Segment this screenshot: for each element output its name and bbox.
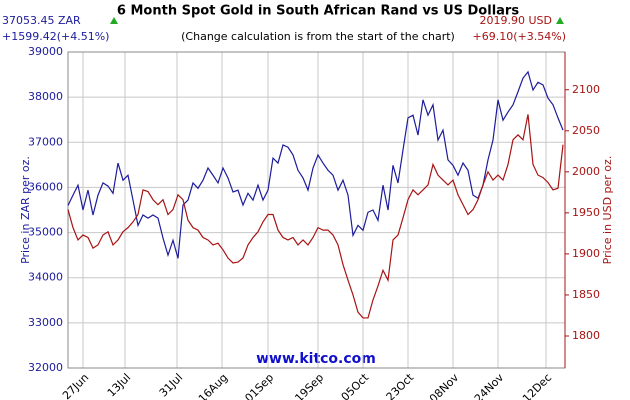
y2-tick-label: 1900 (572, 247, 600, 260)
y-tick-label: 32000 (28, 361, 63, 374)
y-tick-label: 35000 (28, 226, 63, 239)
chart-title: 6 Month Spot Gold in South African Rand … (117, 4, 519, 19)
y-tick-label: 39000 (28, 45, 63, 58)
chart-subtitle: (Change calculation is from the start of… (181, 30, 455, 43)
up-arrow (556, 17, 564, 24)
zar-change: +1599.42(+4.51%) (2, 30, 109, 43)
usd-price: 2019.90 USD (480, 14, 553, 27)
y-tick-label: 33000 (28, 316, 63, 329)
source: www.kitco.com (256, 351, 376, 367)
up-arrow (110, 17, 118, 24)
y2-tick-label: 2100 (572, 83, 600, 96)
y2-axis-label: Price in USD per oz. (601, 156, 614, 265)
y2-tick-label: 1800 (572, 329, 600, 342)
y2-tick-label: 1850 (572, 288, 600, 301)
y-axis-label: Price in ZAR per oz. (19, 156, 32, 264)
zar-price: 37053.45 ZAR (2, 14, 81, 27)
y-tick-label: 37000 (28, 135, 63, 148)
y-tick-label: 36000 (28, 180, 63, 193)
y-tick-label: 34000 (28, 271, 63, 284)
series-line (67, 114, 564, 319)
y2-tick-label: 2050 (572, 124, 600, 137)
y-tick-label: 38000 (28, 90, 63, 103)
y2-tick-label: 2000 (572, 165, 600, 178)
usd-change: +69.10(+3.54%) (473, 30, 566, 43)
y2-tick-label: 1950 (572, 206, 600, 219)
